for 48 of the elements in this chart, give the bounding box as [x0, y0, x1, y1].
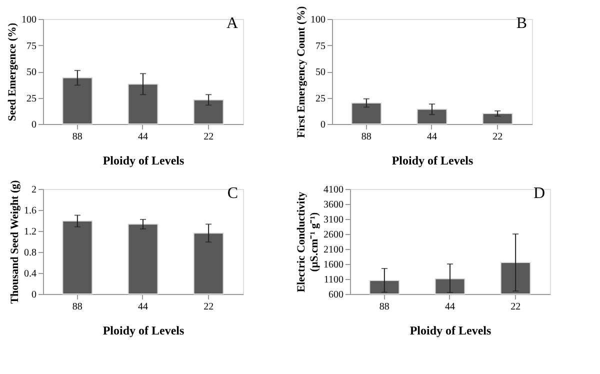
y-tick-label: 25 — [26, 93, 36, 104]
y-tick-label: 50 — [26, 67, 36, 78]
y-tick-label: 4100 — [324, 184, 344, 196]
y-tick-label: 1.6 — [24, 206, 36, 216]
y-tick-label: 1100 — [324, 274, 344, 286]
x-axis-title: Ploidy of Levels — [410, 324, 492, 338]
y-tick-label: 1.2 — [24, 226, 36, 238]
y-tick-label: 0 — [32, 120, 36, 130]
y-tick-label: 25 — [316, 93, 326, 104]
y-tick-label: 2 — [32, 184, 36, 196]
y-tick-label: 600 — [328, 290, 344, 300]
x-tick-label: 22 — [204, 302, 214, 312]
x-tick-label: 22 — [204, 132, 214, 142]
y-tick-label: 2100 — [324, 244, 344, 256]
x-tick-label: 88 — [72, 132, 82, 142]
x-tick-label: 44 — [138, 302, 148, 312]
x-axis-title: Ploidy of Levels — [102, 324, 184, 338]
y-tick-label: 1600 — [324, 260, 344, 270]
y-tick-label: 3100 — [324, 214, 344, 226]
y-tick-label: 0 — [320, 120, 326, 130]
y-tick-label: 0.8 — [24, 248, 36, 258]
x-tick-label: 88 — [379, 302, 390, 312]
annotation: D — [533, 185, 545, 202]
x-tick-label: 22 — [510, 302, 521, 312]
y-tick-label: 0 — [32, 290, 36, 300]
x-tick-label: 88 — [361, 132, 372, 142]
y-tick-label: 75 — [26, 40, 36, 52]
y-axis-title: Electric Conductivity (µS.cm⁻¹ g⁻¹) — [296, 191, 320, 292]
x-tick-label: 22 — [492, 132, 503, 142]
y-tick-label: 75 — [316, 40, 326, 52]
x-tick-label: 44 — [445, 302, 455, 312]
y-tick-label: 50 — [316, 67, 326, 78]
annotation: B — [516, 15, 527, 32]
y-tick-label: 2600 — [324, 230, 344, 240]
y-axis-title: Thousand Seed Weight (g) — [9, 180, 21, 304]
y-axis-title: Seed Emergence (%) — [6, 22, 18, 122]
x-tick-label: 88 — [72, 302, 82, 312]
y-tick-label: 100 — [310, 14, 326, 26]
y-tick-label: 0.4 — [24, 268, 36, 280]
annotation: A — [226, 15, 238, 32]
x-axis-title: Ploidy of Levels — [392, 154, 474, 168]
x-axis-title: Ploidy of Levels — [102, 154, 184, 168]
x-tick-label: 44 — [138, 132, 148, 142]
x-tick-label: 44 — [427, 132, 437, 142]
y-axis-title: First Emergency Count (%) — [296, 6, 308, 138]
y-tick-label: 3600 — [324, 200, 344, 210]
y-tick-label: 100 — [22, 14, 36, 26]
annotation: C — [227, 185, 238, 202]
